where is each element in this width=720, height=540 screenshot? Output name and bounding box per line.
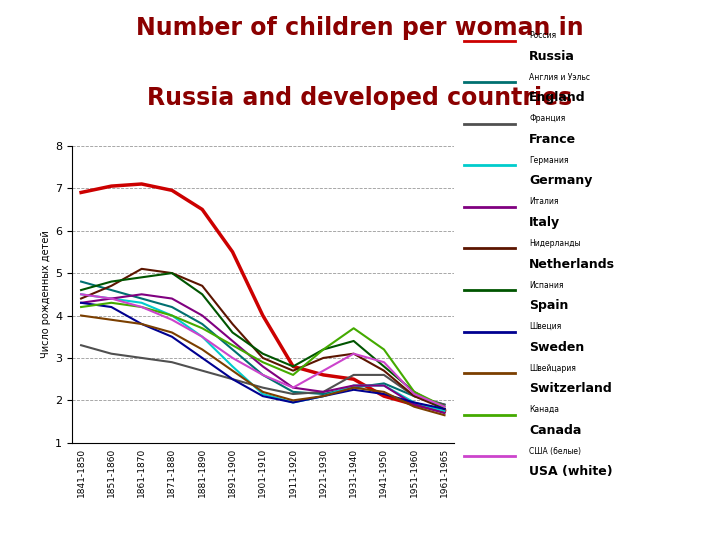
Text: Франция: Франция [529, 114, 565, 123]
Text: Швейцария: Швейцария [529, 364, 576, 373]
Text: Switzerland: Switzerland [529, 382, 612, 395]
Text: Швеция: Швеция [529, 322, 562, 331]
Text: Англия и Уэльс: Англия и Уэльс [529, 73, 590, 82]
Text: Канада: Канада [529, 406, 559, 414]
Text: Sweden: Sweden [529, 341, 585, 354]
Text: Canada: Canada [529, 424, 582, 437]
Text: Number of children per woman in: Number of children per woman in [136, 16, 584, 40]
Text: Россия: Россия [529, 31, 557, 40]
Text: Испания: Испания [529, 281, 564, 289]
Text: Spain: Spain [529, 299, 569, 312]
Text: France: France [529, 133, 576, 146]
Text: США (белые): США (белые) [529, 447, 581, 456]
Text: Нидерланды: Нидерланды [529, 239, 581, 248]
Text: England: England [529, 91, 586, 104]
Text: Германия: Германия [529, 156, 569, 165]
Text: Italy: Italy [529, 216, 560, 229]
Text: Netherlands: Netherlands [529, 258, 615, 271]
Text: USA (white): USA (white) [529, 465, 613, 478]
Text: Италия: Италия [529, 198, 559, 206]
Text: Germany: Germany [529, 174, 593, 187]
Y-axis label: Число рожденных детей: Число рожденных детей [41, 231, 51, 358]
Text: Russia: Russia [529, 50, 575, 63]
Text: Russia and developed countries: Russia and developed countries [148, 86, 572, 110]
